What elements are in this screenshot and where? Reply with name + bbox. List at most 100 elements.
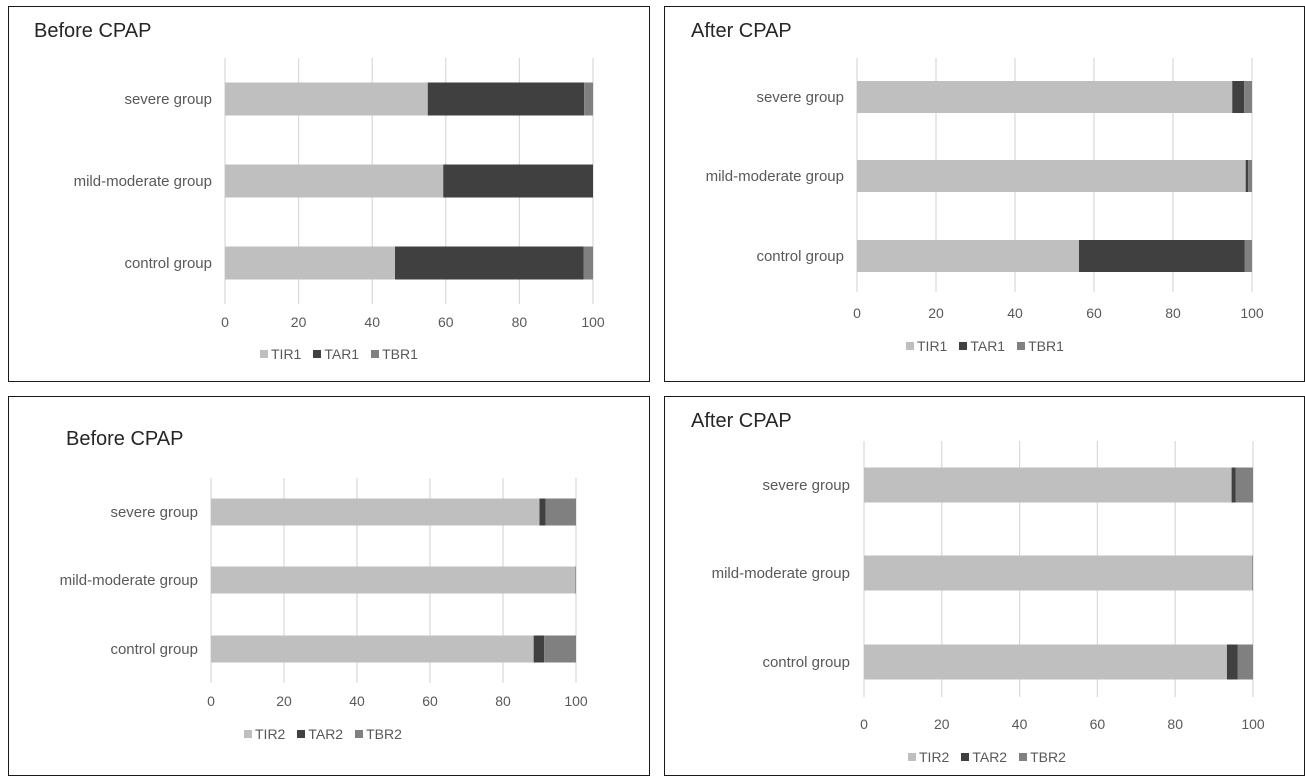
bar-tir2-severe-group xyxy=(864,467,1232,503)
bar-tir1-control-group xyxy=(225,246,396,280)
x-tick-label: 100 xyxy=(1240,305,1264,321)
x-tick-label: 0 xyxy=(221,314,229,330)
category-label: severe group xyxy=(756,89,844,106)
bar-tbr1-control-group xyxy=(583,246,593,280)
chart-1-legend: TIR1 TAR1 TBR1 xyxy=(260,346,418,362)
legend-item-tar2: TAR2 xyxy=(297,726,343,742)
bar-tbr2-severe-group xyxy=(1235,467,1253,503)
legend-swatch xyxy=(260,350,268,358)
bar-tir2-control-group xyxy=(864,644,1227,680)
bar-tbr2-control-group xyxy=(544,635,576,663)
chart-panel-2 xyxy=(664,6,1305,382)
legend-swatch xyxy=(906,342,914,350)
legend-swatch xyxy=(244,730,252,738)
x-tick-label: 60 xyxy=(1090,716,1106,732)
bar-tbr2-mild-moderate-group xyxy=(575,566,576,594)
bar-tar1-severe-group xyxy=(1232,81,1245,113)
bar-tir2-severe-group xyxy=(211,498,540,526)
category-label: control group xyxy=(110,641,198,658)
legend-label: TBR2 xyxy=(366,726,402,742)
x-tick-label: 80 xyxy=(512,314,528,330)
legend-item-tir2: TIR2 xyxy=(908,749,949,765)
legend-label: TAR1 xyxy=(324,346,360,362)
category-label: mild-moderate group xyxy=(60,572,198,589)
bar-tir2-mild-moderate-group xyxy=(211,566,576,594)
legend-label: TBR2 xyxy=(1030,749,1066,765)
category-label: control group xyxy=(762,654,850,671)
legend-label: TIR2 xyxy=(255,726,286,742)
legend-label: TIR1 xyxy=(271,346,302,362)
chart-title-4: After CPAP xyxy=(691,410,792,432)
legend-item-tir2: TIR2 xyxy=(244,726,285,742)
bar-tbr1-mild-moderate-group xyxy=(1248,160,1252,192)
bar-tar1-severe-group xyxy=(427,82,585,116)
category-label: mild-moderate group xyxy=(74,173,212,190)
x-tick-label: 100 xyxy=(564,693,588,709)
category-label: mild-moderate group xyxy=(712,565,850,582)
legend-swatch xyxy=(297,730,306,738)
legend-label: TAR2 xyxy=(308,726,344,742)
legend-item-tir1: TIR1 xyxy=(906,338,947,354)
legend-swatch xyxy=(959,342,968,350)
legend-swatch xyxy=(961,753,970,761)
chart-2-legend: TIR1 TAR1 TBR1 xyxy=(906,338,1064,354)
x-tick-label: 60 xyxy=(1086,305,1102,321)
bar-tbr2-mild-moderate-group xyxy=(1252,555,1253,591)
category-label: control group xyxy=(124,255,212,272)
chart-title-2: After CPAP xyxy=(691,20,792,42)
x-tick-label: 80 xyxy=(495,693,511,709)
legend-swatch xyxy=(313,350,322,358)
bar-tbr2-severe-group xyxy=(545,498,576,526)
legend-label: TIR1 xyxy=(917,338,948,354)
bar-tar1-control-group xyxy=(395,246,584,280)
category-label: severe group xyxy=(110,504,198,521)
bar-tar2-severe-group xyxy=(1231,467,1236,503)
bar-tbr1-severe-group xyxy=(1244,81,1252,113)
bar-tir2-mild-moderate-group xyxy=(864,555,1253,591)
x-tick-label: 0 xyxy=(853,305,861,321)
category-label: control group xyxy=(756,248,844,265)
x-tick-label: 0 xyxy=(860,716,868,732)
chart-title-3: Before CPAP xyxy=(66,428,184,450)
bar-tar1-mild-moderate-group xyxy=(1245,160,1249,192)
chart-3-legend: TIR2 TAR2 TBR2 xyxy=(244,726,402,742)
legend-item-tbr1: TBR1 xyxy=(371,346,418,362)
legend-swatch xyxy=(908,753,916,761)
legend-swatch xyxy=(1017,342,1026,350)
x-tick-label: 40 xyxy=(364,314,380,330)
legend-swatch xyxy=(1019,753,1028,761)
x-tick-label: 40 xyxy=(1007,305,1023,321)
bar-tbr1-severe-group xyxy=(584,82,593,116)
bar-tir1-control-group xyxy=(857,240,1079,272)
legend-label: TBR1 xyxy=(1028,338,1064,354)
bar-tbr2-control-group xyxy=(1237,644,1253,680)
legend-item-tir1: TIR1 xyxy=(260,346,301,362)
bar-tar2-severe-group xyxy=(539,498,546,526)
legend-item-tbr2: TBR2 xyxy=(355,726,402,742)
legend-label: TIR2 xyxy=(919,749,950,765)
bar-tar2-control-group xyxy=(1226,644,1238,680)
x-tick-label: 20 xyxy=(276,693,292,709)
chart-4-legend: TIR2 TAR2 TBR2 xyxy=(908,749,1066,765)
bar-tir1-severe-group xyxy=(857,81,1233,113)
x-tick-label: 20 xyxy=(934,716,950,732)
bar-tir1-mild-moderate-group xyxy=(225,164,444,198)
x-tick-label: 100 xyxy=(581,314,605,330)
category-label: severe group xyxy=(124,91,212,108)
legend-label: TAR1 xyxy=(970,338,1006,354)
bar-tbr1-control-group xyxy=(1244,240,1252,272)
x-tick-label: 60 xyxy=(422,693,438,709)
x-tick-label: 0 xyxy=(207,693,215,709)
x-tick-label: 60 xyxy=(438,314,454,330)
legend-item-tbr1: TBR1 xyxy=(1017,338,1064,354)
legend-item-tbr2: TBR2 xyxy=(1019,749,1066,765)
x-tick-label: 40 xyxy=(1012,716,1028,732)
legend-item-tar2: TAR2 xyxy=(961,749,1007,765)
legend-swatch xyxy=(371,350,380,358)
chart-title-1: Before CPAP xyxy=(34,20,152,42)
legend-item-tar1: TAR1 xyxy=(313,346,359,362)
